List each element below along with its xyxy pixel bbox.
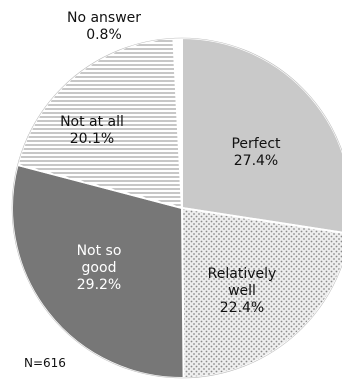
pie-slices	[11, 36, 342, 380]
slice-label-not-so-good: Not so good 29.2%	[77, 243, 122, 293]
slice-value-perfect: 27.4%	[234, 153, 278, 169]
slice-value-not-so-good: 29.2%	[77, 277, 121, 293]
sample-size-note: N=616	[24, 356, 66, 370]
slice-value-relatively-well: 22.4%	[220, 300, 264, 316]
slice-value-no-answer: 0.8%	[86, 27, 122, 43]
pie-outline	[11, 37, 342, 379]
slice-label-no-answer: No answer	[67, 10, 141, 26]
slice-label-not-at-all: Not at all	[60, 114, 124, 130]
pie-slice-relatively-well	[180, 206, 342, 380]
slice-value-not-at-all: 20.1%	[70, 131, 114, 147]
slice-label-perfect: Perfect	[231, 136, 281, 152]
slice-label-relatively-well: Relatively well 22.4%	[208, 266, 277, 316]
